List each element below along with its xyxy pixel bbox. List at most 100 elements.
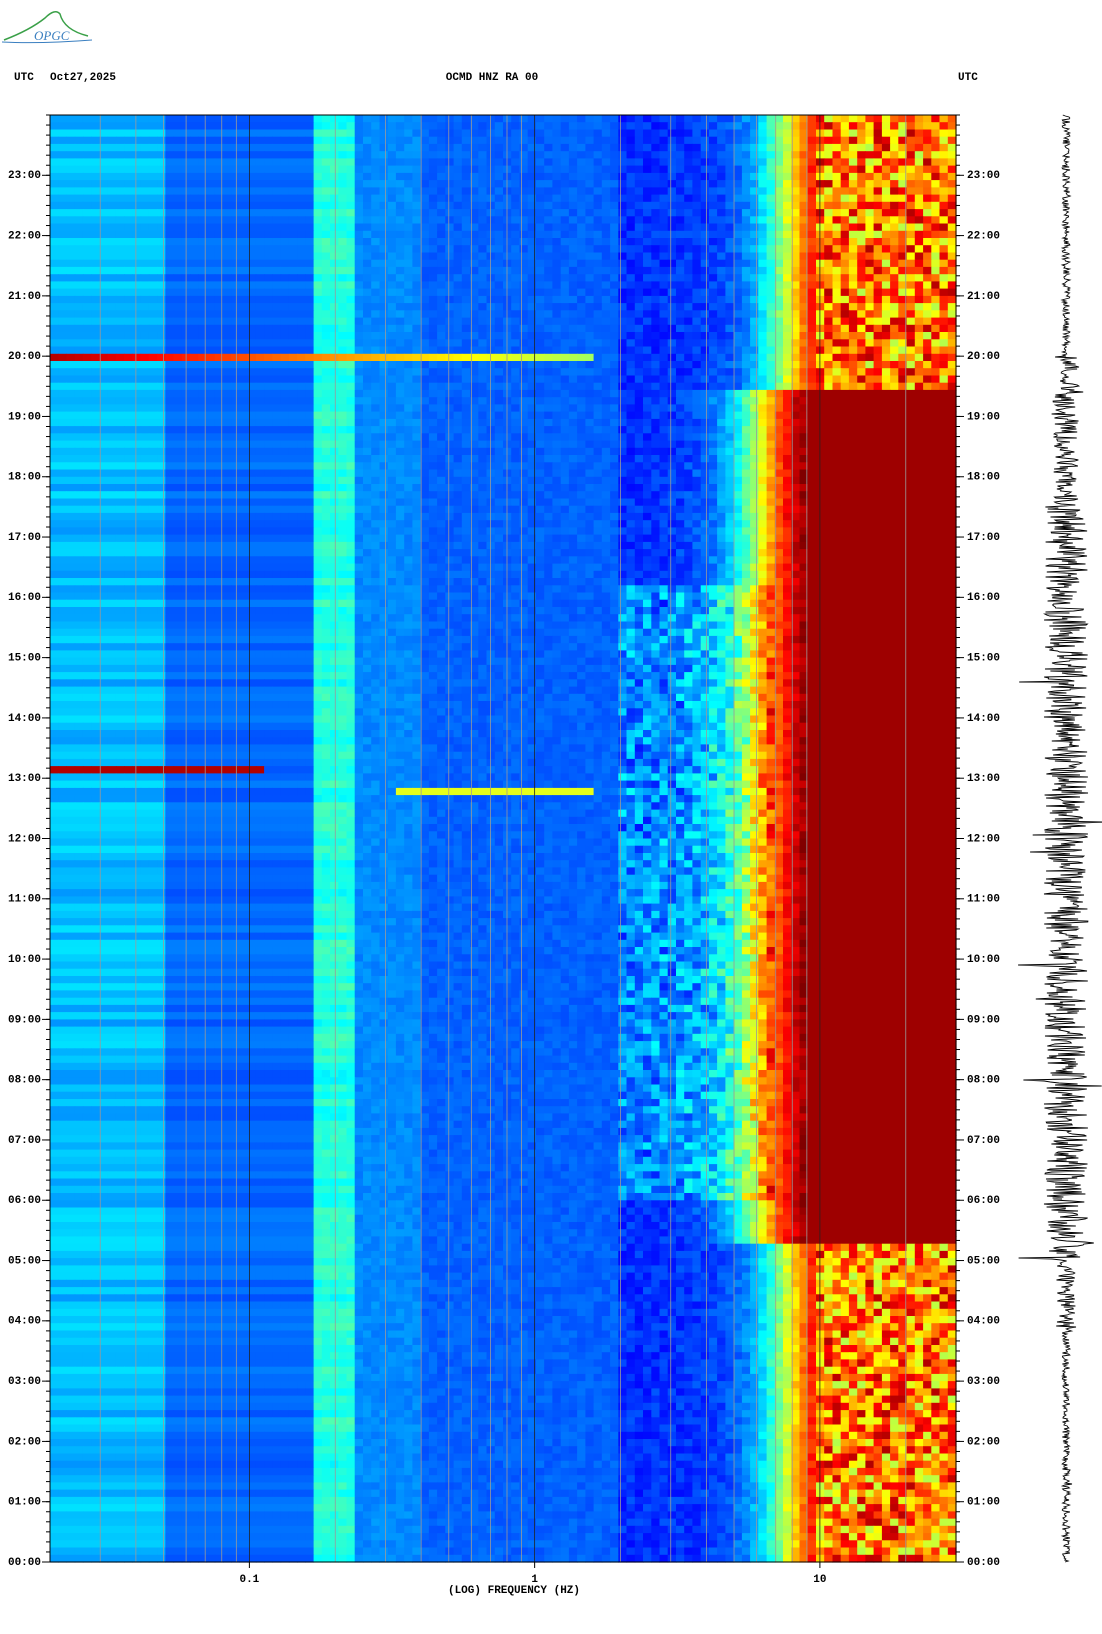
spectrogram-cell (907, 361, 916, 369)
spectrogram-cell (190, 260, 199, 268)
spectrogram-cell (404, 339, 413, 347)
spectrogram-cell (758, 202, 767, 210)
spectrogram-cell (116, 426, 125, 434)
spectrogram-cell (116, 310, 125, 318)
spectrogram-cell (552, 253, 561, 261)
spectrogram-cell (462, 187, 471, 195)
spectrogram-cell (923, 130, 932, 138)
spectrogram-cell (198, 433, 207, 441)
spectrogram-cell (692, 325, 701, 333)
spectrogram-cell (577, 202, 586, 210)
spectrogram-cell (692, 137, 701, 145)
spectrogram-cell (816, 426, 825, 434)
spectrogram-cell (454, 260, 463, 268)
spectrogram-cell (58, 404, 67, 412)
spectrogram-cell (289, 368, 298, 376)
spectrogram-cell (717, 224, 726, 232)
spectrogram-cell (923, 376, 932, 384)
spectrogram-cell (536, 137, 545, 145)
spectrogram-cell (668, 195, 677, 203)
spectrogram-cell (305, 216, 314, 224)
spectrogram-cell (190, 376, 199, 384)
spectrogram-cell (108, 202, 117, 210)
spectrogram-cell (874, 303, 883, 311)
spectrogram-cell (371, 195, 380, 203)
spectrogram-cell (478, 426, 487, 434)
spectrogram-cell (429, 325, 438, 333)
spectrogram-cell (487, 332, 496, 340)
spectrogram-cell (585, 238, 594, 246)
spectrogram-cell (478, 361, 487, 369)
spectrogram-cell (215, 441, 224, 449)
spectrogram-cell (75, 260, 84, 268)
spectrogram-cell (602, 433, 611, 441)
spectrogram-cell (355, 361, 364, 369)
spectrogram-cell (264, 332, 273, 340)
spectrogram-cell (330, 274, 339, 282)
spectrogram-cell (808, 187, 817, 195)
spectrogram-cell (676, 325, 685, 333)
spectrogram-cell (454, 166, 463, 174)
spectrogram-cell (750, 332, 759, 340)
spectrogram-cell (487, 122, 496, 130)
spectrogram-cell (750, 216, 759, 224)
spectrogram-cell (322, 209, 331, 217)
spectrogram-cell (709, 368, 718, 376)
spectrogram-cell (585, 412, 594, 420)
spectrogram-cell (380, 296, 389, 304)
spectrogram-cell (734, 318, 743, 326)
spectrogram-cell (429, 224, 438, 232)
spectrogram-cell (99, 339, 108, 347)
spectrogram-cell (215, 376, 224, 384)
spectrogram-cell (297, 354, 306, 362)
spectrogram-cell (429, 332, 438, 340)
spectrogram-cell (429, 173, 438, 181)
spectrogram-cell (643, 310, 652, 318)
spectrogram-cell (874, 238, 883, 246)
spectrogram-cell (67, 412, 76, 420)
spectrogram-cell (338, 187, 347, 195)
spectrogram-cell (577, 245, 586, 253)
spectrogram-cell (808, 368, 817, 376)
spectrogram-cell (380, 144, 389, 152)
spectrogram-cell (775, 426, 784, 434)
spectrogram-cell (380, 253, 389, 261)
spectrogram-cell (132, 419, 141, 427)
spectrogram-cell (305, 195, 314, 203)
spectrogram-cell (544, 303, 553, 311)
spectrogram-cell (215, 260, 224, 268)
spectrogram-cell (50, 404, 59, 412)
spectrogram-cell (272, 310, 281, 318)
spectrogram-cell (833, 390, 842, 398)
spectrogram-cell (635, 412, 644, 420)
spectrogram-cell (602, 383, 611, 391)
spectrogram-cell (849, 216, 858, 224)
spectrogram-cell (561, 368, 570, 376)
spectrogram-cell (940, 383, 949, 391)
spectrogram-cell (931, 332, 940, 340)
spectrogram-cell (882, 347, 891, 355)
spectrogram-cell (454, 151, 463, 159)
spectrogram-cell (495, 231, 504, 239)
spectrogram-cell (594, 368, 603, 376)
spectrogram-cell (643, 303, 652, 311)
spectrogram-cell (281, 216, 290, 224)
spectrogram-cell (857, 231, 866, 239)
spectrogram-cell (91, 433, 100, 441)
spectrogram-cell (289, 303, 298, 311)
spectrogram-cell (380, 245, 389, 253)
spectrogram-cell (857, 325, 866, 333)
spectrogram-cell (808, 390, 817, 398)
spectrogram-cell (717, 151, 726, 159)
spectrogram-cell (141, 281, 150, 289)
spectrogram-cell (347, 354, 356, 362)
spectrogram-cell (585, 383, 594, 391)
spectrogram-cell (141, 115, 150, 123)
spectrogram-cell (141, 361, 150, 369)
spectrogram-cell (223, 180, 232, 188)
spectrogram-cell (651, 310, 660, 318)
spectrogram-cell (816, 231, 825, 239)
spectrogram-cell (347, 419, 356, 427)
spectrogram-cell (923, 390, 932, 398)
spectrogram-cell (239, 253, 248, 261)
